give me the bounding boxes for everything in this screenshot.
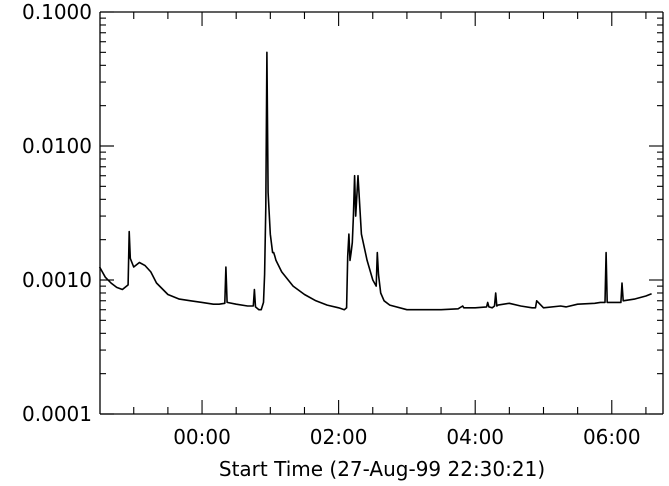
x-axis-title: Start Time (27-Aug-99 22:30:21) (219, 457, 545, 481)
y-axis-ticks: 0.0001 0.0010 0.0100 0.1000 (22, 0, 663, 426)
x-tick-label: 04:00 (446, 425, 504, 449)
x-tick-label: 06:00 (583, 425, 641, 449)
y-tick-label: 0.0001 (22, 402, 92, 426)
y-tick-label: 0.0100 (22, 134, 92, 158)
x-tick-label: 02:00 (310, 425, 368, 449)
x-tick-label: 00:00 (173, 425, 231, 449)
y-tick-label: 0.0010 (22, 268, 92, 292)
y-tick-label: 0.1000 (22, 0, 92, 24)
x-axis-ticks: 00:00 02:00 04:00 06:00 (133, 12, 647, 449)
series-line (98, 51, 652, 311)
axes-frame (99, 11, 664, 415)
